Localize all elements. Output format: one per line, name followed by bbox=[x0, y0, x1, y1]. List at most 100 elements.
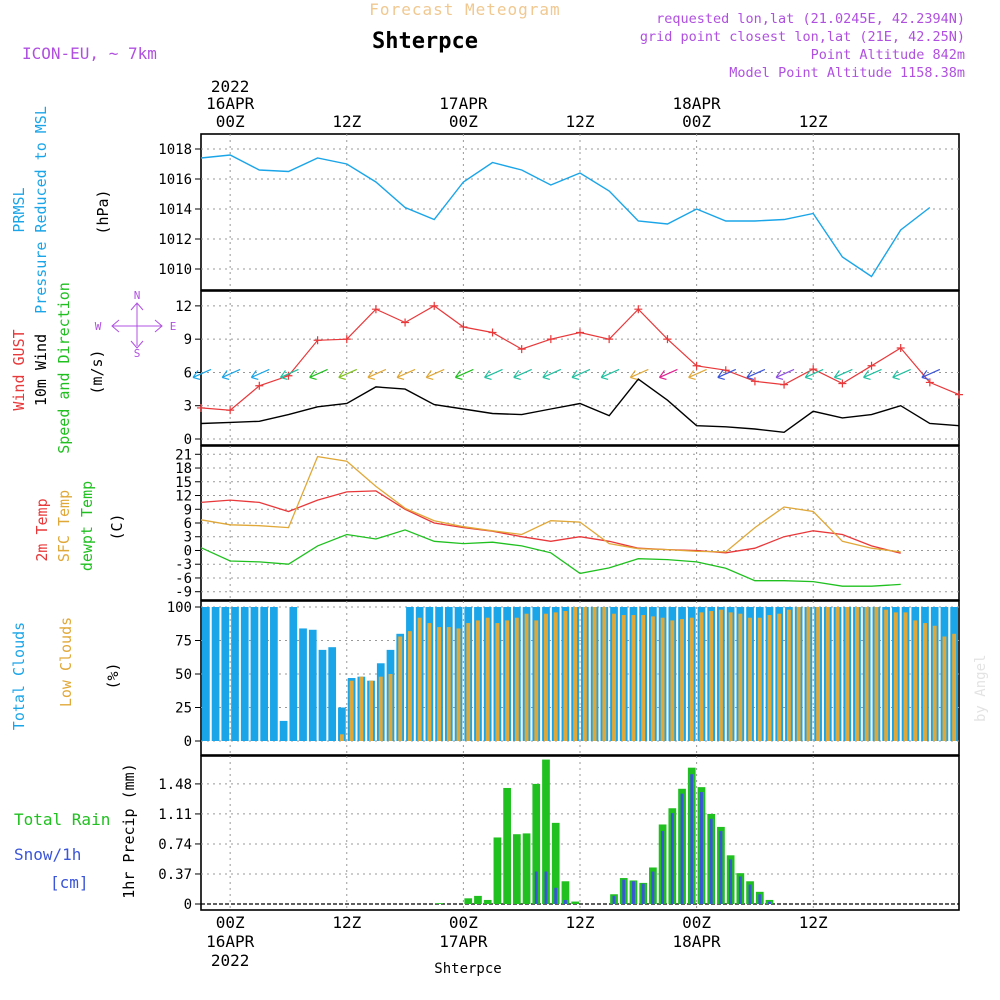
wind-gust-marker bbox=[255, 381, 264, 390]
ytick-label-temp: -9 bbox=[175, 585, 192, 601]
grid-point-coords: grid point closest lon,lat (21E, 42.25N) bbox=[640, 29, 965, 45]
precip-label-unit: 1hr Precip (mm) bbox=[120, 763, 138, 898]
time-bottom-hour: 00Z bbox=[216, 913, 245, 932]
temp-label-2m: 2m Temp bbox=[33, 498, 51, 561]
panels-layer: 10101012101410161018036912-9-6-303691215… bbox=[158, 133, 960, 913]
wind-gust-marker bbox=[459, 322, 468, 331]
time-bottom-hour: 12Z bbox=[799, 913, 828, 932]
ytick-label-precip: 1.48 bbox=[158, 777, 192, 793]
time-top-date: 17APR bbox=[439, 94, 488, 113]
ytick-label-clouds: 25 bbox=[175, 701, 192, 717]
compass-w: W bbox=[95, 320, 102, 333]
time-top-date: 18APR bbox=[673, 94, 722, 113]
ytick-label-temp: 6 bbox=[184, 516, 192, 532]
cloud-low-bar bbox=[359, 676, 364, 741]
precip-rain-bar bbox=[483, 899, 492, 904]
precip-label-rain: Total Rain bbox=[14, 810, 110, 829]
pressure-label-unit: (hPa) bbox=[94, 189, 112, 234]
cloud-low-bar bbox=[592, 607, 597, 741]
wind-label-speed-dir: Speed and Direction bbox=[55, 282, 73, 454]
cloud-total-bar bbox=[260, 607, 269, 741]
panel-frame-precip bbox=[200, 755, 960, 911]
time-top-hour: 12Z bbox=[799, 112, 828, 131]
wind-gust-marker bbox=[925, 378, 934, 387]
precip-rain-bar bbox=[474, 895, 482, 904]
precip-rain-bar bbox=[503, 787, 511, 904]
cloud-low-bar bbox=[689, 617, 694, 741]
cloud-low-bar bbox=[806, 607, 811, 741]
cloud-low-bar bbox=[466, 623, 471, 741]
precip-label-snow: Snow/1h bbox=[14, 845, 81, 864]
cloud-low-bar bbox=[903, 612, 908, 741]
cloud-total-bar bbox=[289, 607, 298, 741]
wind-gust-marker bbox=[663, 335, 672, 344]
precip-snow-bar bbox=[748, 884, 752, 904]
product-title: Forecast Meteogram bbox=[369, 0, 560, 19]
precip-snow-bar bbox=[719, 830, 723, 904]
wind-gust-marker bbox=[313, 336, 322, 345]
precip-snow-bar bbox=[622, 879, 626, 904]
cloud-low-bar bbox=[777, 613, 782, 741]
time-bottom-date: 17APR bbox=[439, 932, 488, 951]
ytick-label-precip: 0.74 bbox=[158, 837, 192, 853]
cloud-low-bar bbox=[845, 607, 850, 741]
cloud-low-bar bbox=[874, 607, 879, 741]
clouds-label-low: Low Clouds bbox=[57, 617, 75, 707]
precip-snow-bar bbox=[738, 876, 742, 904]
cloud-total-bar bbox=[279, 720, 288, 741]
wind-direction-arrow bbox=[571, 368, 591, 381]
wind-gust-marker bbox=[576, 328, 584, 337]
wind-gust-marker bbox=[721, 366, 730, 375]
wind-direction-arrow bbox=[513, 368, 532, 381]
cloud-low-bar bbox=[670, 620, 675, 741]
compass-s-arrow bbox=[130, 340, 144, 349]
cloud-low-bar bbox=[923, 623, 927, 741]
wind-direction-arrow bbox=[775, 368, 795, 381]
ytick-label-pressure: 1016 bbox=[158, 172, 192, 188]
precip-snow-bar bbox=[641, 883, 645, 904]
point-altitude: Point Altitude 842m bbox=[811, 47, 965, 63]
cloud-low-bar bbox=[786, 609, 791, 741]
cloud-low-bar bbox=[913, 620, 918, 741]
cloud-low-bar bbox=[427, 623, 432, 741]
wind-gust-marker bbox=[896, 344, 905, 353]
cloud-total-bar bbox=[240, 607, 249, 741]
temp-sfc-line bbox=[200, 455, 901, 553]
wind-direction-arrow bbox=[192, 368, 212, 381]
ytick-label-clouds: 100 bbox=[167, 600, 192, 616]
ytick-label-clouds: 0 bbox=[184, 734, 192, 750]
wind-direction-arrow bbox=[833, 368, 853, 381]
wind-direction-arrow bbox=[221, 368, 241, 381]
time-top-hour: 12Z bbox=[332, 112, 361, 131]
precip-rain-bar bbox=[522, 833, 531, 904]
panel-frame-wind bbox=[200, 290, 960, 446]
precip-snow-bar bbox=[680, 793, 684, 904]
time-bottom-hour: 00Z bbox=[449, 913, 478, 932]
cloud-low-bar bbox=[718, 609, 723, 741]
cloud-total-bar bbox=[270, 607, 278, 741]
time-top-hour: 00Z bbox=[449, 112, 478, 131]
wind-direction-arrow bbox=[717, 368, 737, 381]
precip-snow-bar bbox=[554, 887, 558, 904]
ytick-label-clouds: 75 bbox=[175, 634, 192, 650]
cloud-low-bar bbox=[767, 615, 772, 741]
cloud-total-bar bbox=[328, 647, 337, 741]
ytick-label-temp: 9 bbox=[184, 502, 192, 518]
cloud-low-bar bbox=[952, 633, 957, 741]
cloud-low-bar bbox=[407, 631, 412, 741]
cloud-low-bar bbox=[534, 620, 539, 741]
cloud-low-bar bbox=[855, 607, 859, 741]
cloud-low-bar bbox=[388, 674, 393, 741]
ytick-label-temp: 18 bbox=[175, 461, 192, 477]
compass-e-arrow bbox=[154, 319, 163, 333]
cloud-low-bar bbox=[738, 613, 743, 741]
compass-w-arrow bbox=[111, 319, 120, 333]
wind-direction-arrow bbox=[279, 368, 299, 381]
wind-direction-arrow bbox=[484, 368, 503, 381]
cloud-total-bar bbox=[221, 607, 230, 741]
wind-gust-marker bbox=[284, 371, 293, 380]
time-bottom-hour: 12Z bbox=[566, 913, 595, 932]
cloud-low-bar bbox=[728, 612, 733, 741]
data-layer bbox=[192, 154, 963, 905]
cloud-low-bar bbox=[932, 625, 937, 741]
